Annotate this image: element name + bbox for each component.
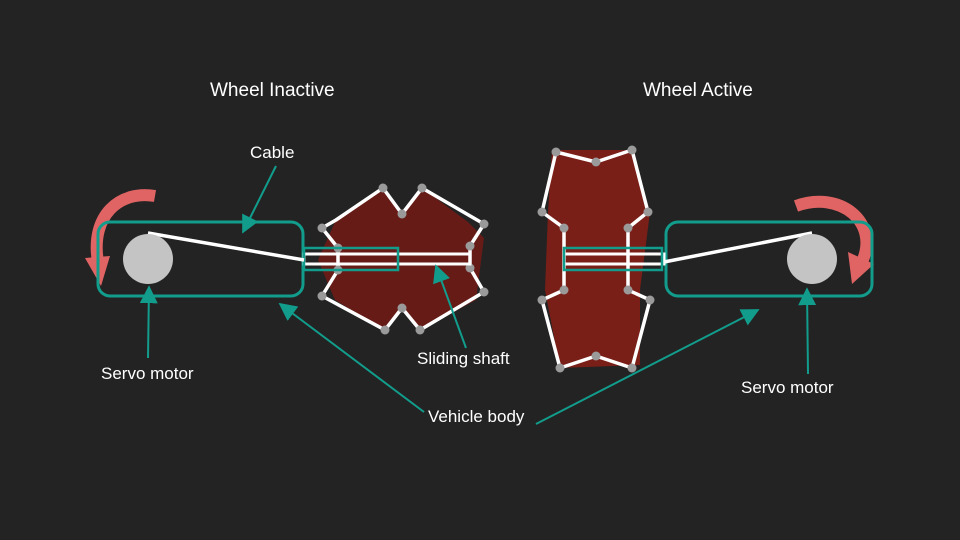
label-vehicle-body: Vehicle body xyxy=(428,407,525,426)
title-wheel-active: Wheel Active xyxy=(643,80,753,101)
pointer-arrows xyxy=(139,165,817,425)
joint-points-right xyxy=(537,145,655,373)
arrow-sliding-shaft xyxy=(433,264,467,349)
label-cable: Cable xyxy=(250,143,295,162)
servo-motor-right xyxy=(787,234,837,284)
joint-points-left xyxy=(317,183,489,335)
rotation-arrow-right xyxy=(793,195,874,284)
servo-motor-left xyxy=(123,234,173,284)
label-sliding-shaft: Sliding shaft xyxy=(417,349,510,368)
arrow-servo-left xyxy=(139,285,158,359)
arrow-body-right xyxy=(535,309,760,425)
cable-right xyxy=(663,231,813,264)
label-servo-motor-left: Servo motor xyxy=(101,364,194,383)
label-servo-motor-right: Servo motor xyxy=(741,378,834,397)
arrow-servo-right xyxy=(798,287,817,375)
title-wheel-inactive: Wheel Inactive xyxy=(210,80,335,101)
arrow-cable xyxy=(242,165,277,234)
arrow-body-left xyxy=(278,302,425,413)
sliding-shaft-right xyxy=(562,246,666,272)
vehicle-body-right xyxy=(664,220,874,298)
cable-left xyxy=(147,231,305,262)
wheel-active xyxy=(537,145,655,373)
wheel-inactive xyxy=(317,183,489,335)
